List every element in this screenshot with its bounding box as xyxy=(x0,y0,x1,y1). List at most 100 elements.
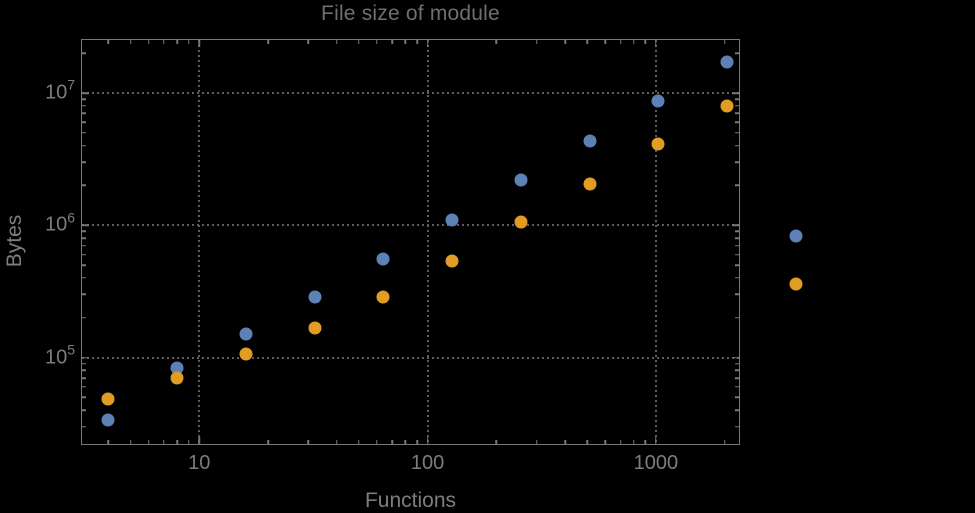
x-minor-tick xyxy=(564,40,566,44)
x-major-tick xyxy=(655,437,657,444)
y-minor-tick xyxy=(735,277,739,279)
y-minor-tick xyxy=(82,144,86,147)
plot-area: 10 100 1000 105 106 107 xyxy=(45,39,803,474)
x-minor-tick xyxy=(376,440,378,444)
x-minor-tick xyxy=(147,440,150,444)
x-minor-tick xyxy=(633,40,635,44)
y-major-tick xyxy=(82,224,89,227)
y-minor-tick xyxy=(735,386,739,388)
y-minor-tick xyxy=(82,230,86,233)
x-minor-tick xyxy=(358,440,360,444)
x-minor-tick xyxy=(267,40,269,44)
x-minor-tick xyxy=(586,440,588,444)
y-tick-exponent: 7 xyxy=(67,76,75,93)
x-minor-tick xyxy=(644,40,647,44)
data-point xyxy=(308,321,322,335)
y-minor-tick xyxy=(735,98,739,100)
x-minor-tick xyxy=(391,440,393,444)
x-major-tick xyxy=(426,40,429,47)
x-minor-tick xyxy=(129,40,132,44)
y-minor-tick xyxy=(82,161,86,163)
y-minor-tick xyxy=(735,293,739,296)
x-minor-tick xyxy=(619,40,622,44)
x-minor-tick xyxy=(176,440,178,444)
x-minor-tick xyxy=(644,440,647,444)
y-minor-tick xyxy=(82,264,86,266)
data-point xyxy=(101,413,115,427)
gridline-horizontal xyxy=(82,356,739,359)
x-minor-tick xyxy=(267,440,269,444)
gridline-vertical xyxy=(426,40,429,444)
x-major-tick xyxy=(198,40,201,47)
data-point xyxy=(651,137,665,151)
y-tick-label: 106 xyxy=(44,210,75,237)
x-minor-tick xyxy=(163,440,165,444)
x-minor-tick xyxy=(723,40,726,44)
x-tick-label: 100 xyxy=(410,452,445,474)
data-point xyxy=(308,290,322,304)
y-minor-tick xyxy=(735,264,739,266)
y-minor-tick xyxy=(82,426,86,428)
data-point xyxy=(583,134,597,148)
x-minor-tick xyxy=(188,40,190,44)
y-major-tick xyxy=(732,224,739,227)
y-major-tick xyxy=(82,92,89,94)
x-minor-tick xyxy=(535,40,538,44)
gridline-vertical xyxy=(198,40,201,444)
x-minor-tick xyxy=(358,40,360,44)
y-minor-tick xyxy=(735,253,739,256)
data-point xyxy=(789,229,803,243)
y-minor-tick xyxy=(735,237,739,239)
data-point xyxy=(170,371,184,385)
y-minor-tick xyxy=(735,377,739,379)
x-major-tick xyxy=(426,437,429,444)
y-minor-tick xyxy=(735,369,739,372)
x-minor-tick xyxy=(107,40,110,44)
y-tick-label: 105 xyxy=(45,342,75,369)
x-minor-tick xyxy=(404,40,407,44)
data-point xyxy=(445,254,459,268)
x-minor-tick xyxy=(391,40,393,44)
data-point xyxy=(239,327,253,341)
data-point xyxy=(720,55,734,69)
x-minor-tick xyxy=(604,40,606,44)
y-minor-tick xyxy=(735,317,739,319)
data-point xyxy=(376,290,390,304)
gridline-horizontal xyxy=(82,224,739,227)
x-major-tick xyxy=(198,437,201,444)
y-minor-tick xyxy=(735,132,739,134)
y-minor-tick xyxy=(735,105,739,107)
y-minor-tick xyxy=(735,121,739,124)
y-minor-tick xyxy=(82,317,86,319)
x-minor-tick xyxy=(723,440,726,444)
x-tick-label: 10 xyxy=(188,452,211,474)
y-minor-tick xyxy=(735,245,739,247)
x-minor-tick xyxy=(404,440,407,444)
gridline-horizontal xyxy=(82,92,739,94)
y-minor-tick xyxy=(735,144,739,147)
x-minor-tick xyxy=(416,40,418,44)
y-minor-tick xyxy=(82,132,86,134)
y-minor-tick xyxy=(735,230,739,233)
y-minor-tick xyxy=(735,426,739,428)
x-minor-tick xyxy=(307,440,309,444)
y-minor-tick xyxy=(735,161,739,163)
y-tick-exponent: 6 xyxy=(67,209,75,226)
y-minor-tick xyxy=(82,184,86,187)
x-minor-tick xyxy=(176,40,178,44)
x-minor-tick xyxy=(336,40,338,44)
x-minor-tick xyxy=(188,440,190,444)
gridline-vertical xyxy=(654,40,657,444)
x-minor-tick xyxy=(564,440,566,444)
y-minor-tick xyxy=(735,409,739,411)
y-tick-exponent: 5 xyxy=(67,341,75,358)
x-minor-tick xyxy=(604,440,606,444)
y-minor-tick xyxy=(82,362,86,365)
y-minor-tick xyxy=(735,362,739,365)
y-major-tick xyxy=(732,356,739,359)
y-tick-base: 10 xyxy=(44,213,68,236)
x-major-tick xyxy=(655,40,657,47)
x-minor-tick xyxy=(129,440,132,444)
y-major-tick xyxy=(732,92,739,94)
x-minor-tick xyxy=(163,40,165,44)
